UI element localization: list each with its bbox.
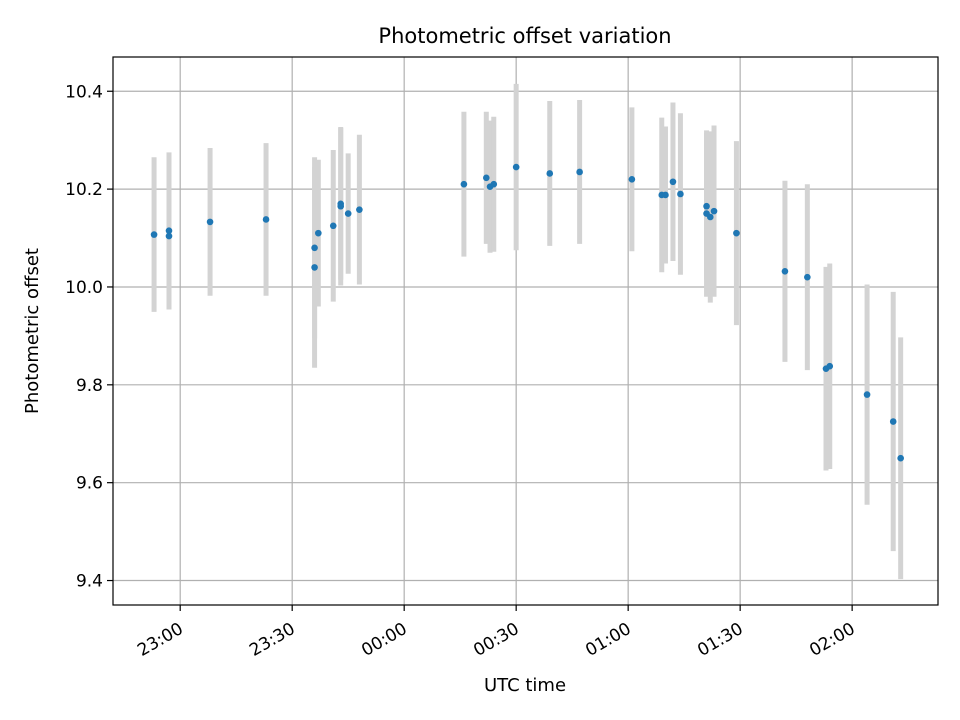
- data-point: [897, 454, 904, 462]
- y-tick-label: 9.4: [76, 572, 103, 592]
- y-tick-label: 10.4: [65, 82, 103, 102]
- data-point: [512, 163, 520, 171]
- x-tick-label: 01:00: [582, 619, 634, 661]
- data-point: [781, 268, 789, 275]
- data-point: [706, 213, 714, 221]
- data-point: [315, 229, 322, 237]
- x-tick-label: 23:00: [134, 619, 186, 661]
- x-tick-label: 00:00: [358, 619, 410, 661]
- x-tick-label: 00:30: [470, 619, 522, 661]
- data-points: [150, 163, 904, 462]
- y-tick-label: 9.8: [76, 376, 103, 396]
- data-point: [356, 206, 363, 213]
- data-point: [206, 218, 214, 226]
- y-axis-label: Photometric offset: [22, 248, 43, 414]
- data-point: [344, 210, 352, 217]
- data-point: [733, 229, 740, 237]
- x-tick-label: 01:30: [694, 619, 746, 661]
- chart-title: Photometric offset variation: [378, 24, 671, 48]
- x-axis-ticks: 23:00 23:30 00:00 00:30 01:00 01:30 02:00: [134, 605, 859, 661]
- error-bars: [151, 83, 904, 580]
- data-point: [662, 191, 669, 199]
- data-point: [329, 222, 337, 230]
- data-point: [863, 391, 871, 398]
- data-point: [826, 362, 834, 370]
- data-point: [165, 232, 173, 240]
- data-point: [628, 176, 636, 183]
- data-point: [546, 170, 554, 177]
- data-point: [165, 227, 173, 234]
- data-point: [710, 207, 718, 215]
- y-axis-ticks: 9.4 9.6 9.8 10.0 10.2 10.4: [65, 82, 113, 592]
- x-axis-label: UTC time: [484, 675, 566, 696]
- data-point: [576, 168, 583, 176]
- data-point: [889, 418, 897, 425]
- data-point: [311, 244, 318, 252]
- data-point: [150, 231, 158, 238]
- data-point: [483, 174, 490, 182]
- data-point: [460, 180, 468, 188]
- x-tick-label: 02:00: [806, 619, 858, 661]
- data-point: [262, 216, 270, 223]
- data-point: [669, 178, 677, 186]
- y-tick-label: 10.0: [65, 278, 103, 298]
- data-point: [804, 273, 811, 281]
- data-point: [703, 202, 710, 210]
- y-tick-label: 10.2: [65, 180, 103, 200]
- grid-lines: [113, 57, 938, 605]
- y-tick-label: 9.6: [76, 474, 103, 494]
- data-point: [677, 190, 684, 198]
- plot-frame: [112, 56, 939, 606]
- data-point: [337, 200, 345, 208]
- data-point: [490, 180, 498, 188]
- data-point: [311, 264, 318, 271]
- x-tick-label: 23:30: [246, 619, 298, 661]
